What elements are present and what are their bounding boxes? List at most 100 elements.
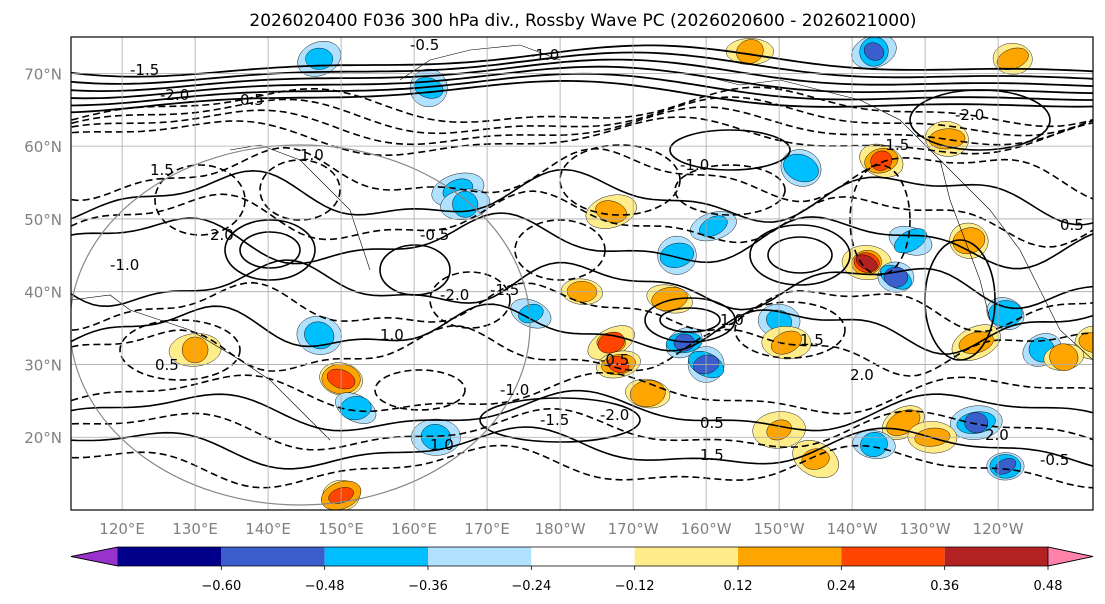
x-tick-label: 150°W: [754, 520, 805, 538]
divergence-blob: [659, 242, 694, 268]
negative-contour: [71, 86, 1093, 128]
positive-contour: [669, 129, 791, 171]
negative-contour: [429, 271, 511, 329]
contour-label: 1.0: [380, 326, 404, 344]
negative-contour: [154, 164, 246, 236]
x-tick-label: 180°W: [535, 520, 586, 538]
positive-contour: [239, 231, 301, 269]
contour-label: -2.0: [160, 86, 189, 104]
colorbar-tick-label: −0.60: [201, 579, 241, 594]
positive-contour: [749, 224, 851, 286]
colorbar-segment: [738, 547, 842, 566]
x-tick-label: 130°W: [900, 520, 951, 538]
contour-label: -2.0: [600, 406, 629, 424]
contour-label: 1.0: [430, 436, 454, 454]
positive-contour: [71, 389, 1093, 432]
positive-contour: [71, 426, 1093, 470]
colorbar-segment: [324, 547, 428, 566]
x-tick-label: 140°W: [827, 520, 878, 538]
contour-label: -1.5: [540, 411, 569, 429]
colorbar-segment: [221, 547, 325, 566]
map-frame: [70, 36, 1094, 511]
contour-label: -0.5: [420, 226, 449, 244]
negative-contour: [119, 319, 241, 381]
divergence-blob: [863, 42, 885, 61]
colorbar-tick-label: 0.24: [827, 579, 856, 594]
negative-contour: [71, 324, 1093, 377]
x-tick-label: 120°W: [973, 520, 1024, 538]
positive-contour: [71, 79, 1093, 114]
x-tick-label: 160°E: [391, 520, 437, 538]
coastlines: [71, 44, 1093, 506]
positive-contour: [379, 244, 451, 296]
colorbar-tick-label: −0.12: [615, 579, 655, 594]
divergence-blob: [860, 432, 888, 457]
coastline: [399, 44, 561, 81]
colorbar-tick-label: −0.24: [511, 579, 551, 594]
positive-contour: [71, 58, 1093, 93]
gridlines: [71, 37, 1093, 510]
contour-label: 0.5: [240, 91, 264, 109]
negative-contour: [71, 371, 1093, 415]
rossby-wave-contours: [71, 44, 1093, 489]
negative-contour: [71, 190, 1093, 248]
negative-contour: [559, 144, 681, 216]
x-tick-label: 120°E: [99, 520, 145, 538]
coastline: [939, 159, 991, 321]
y-tick-label: 40°N: [24, 284, 62, 302]
y-tick-label: 70°N: [24, 65, 62, 83]
negative-contour: [674, 164, 786, 216]
colorbar-segment: [841, 547, 945, 566]
contour-label: -2.0: [440, 286, 469, 304]
contour-label: 1.5: [150, 161, 174, 179]
divergence-blob: [1049, 343, 1079, 371]
contour-label: -1.5: [490, 281, 519, 299]
positive-contour: [644, 297, 736, 343]
contour-label: -0.5: [600, 351, 629, 369]
positive-contour: [71, 303, 1093, 355]
coastline: [71, 294, 331, 441]
divergence-blob: [518, 303, 544, 324]
contour-label: -0.5: [410, 36, 439, 54]
contour-label: 0.5: [700, 414, 724, 432]
y-tick-label: 30°N: [24, 356, 62, 374]
y-tick-label: 60°N: [24, 138, 62, 156]
x-tick-label: 140°E: [245, 520, 291, 538]
x-tick-label: 170°E: [464, 520, 510, 538]
x-tick-label: 150°E: [318, 520, 364, 538]
negative-contour: [71, 96, 1093, 137]
contour-label: 2.0: [850, 366, 874, 384]
contour-label: -1.0: [680, 156, 709, 174]
contour-label: 1.5: [800, 331, 824, 349]
colorbar-tick-label: −0.48: [305, 579, 345, 594]
y-axis-tick-labels: 70°N 60°N 50°N 40°N 30°N 20°N: [24, 65, 62, 447]
chart-title: 2026020400 F036 300 hPa div., Rossby Wav…: [249, 11, 916, 31]
y-tick-label: 50°N: [24, 211, 62, 229]
negative-contour: [849, 164, 911, 276]
positive-contour: [71, 72, 1093, 107]
positive-contour: [224, 219, 316, 281]
positive-contour: [767, 236, 833, 274]
colorbar-frame: [70, 546, 1094, 567]
x-tick-label: 130°E: [172, 520, 218, 538]
positive-contour: [659, 307, 721, 333]
colorbar-extend-low: [70, 546, 119, 567]
contour-label: -1.5: [130, 61, 159, 79]
contour-label: -1.5: [880, 136, 909, 154]
contour-label: -0.5: [1040, 451, 1069, 469]
colorbar-segment: [944, 547, 1048, 566]
map-panel: -0.5-1.0-1.5-2.0 0.51.01.52.0 -0.5-1.0-1.5…: [70, 36, 1094, 511]
contour-labels: -0.5-1.0-1.5-2.0 0.51.01.52.0 -0.5-1.0-1.5…: [110, 36, 1084, 469]
coastline: [699, 74, 1093, 361]
x-axis-tick-labels: 120°E 130°E 140°E 150°E 160°E 170°E 180°W 170°W…: [99, 520, 1023, 538]
colorbar-extend-high: [1047, 546, 1094, 567]
contour-label: 0.5: [155, 356, 179, 374]
positive-contour: [909, 89, 1051, 151]
colorbar-segment: [428, 547, 532, 566]
colorbar-tick-label: −0.36: [408, 579, 448, 594]
negative-contour: [374, 369, 466, 411]
contour-label: -2.0: [955, 106, 984, 124]
divergence-blob: [304, 321, 335, 350]
x-tick-label: 160°W: [681, 520, 732, 538]
